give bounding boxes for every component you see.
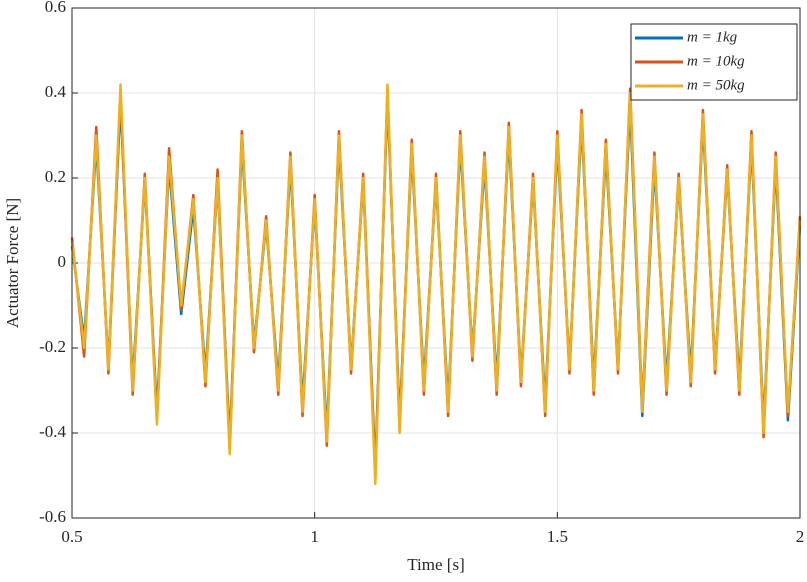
y-tick-label: 0.2 bbox=[45, 167, 66, 186]
legend-label: m = 10kg bbox=[687, 53, 745, 69]
legend-label: m = 50kg bbox=[687, 77, 745, 93]
y-axis-label: Actuator Force [N] bbox=[3, 198, 22, 328]
series-line bbox=[70, 83, 802, 486]
x-axis-label: Time [s] bbox=[407, 555, 464, 574]
y-tick-label: 0 bbox=[58, 252, 67, 271]
x-tick-label: 0.5 bbox=[61, 527, 82, 546]
x-tick-label: 2 bbox=[796, 527, 805, 546]
x-tick-label: 1.5 bbox=[547, 527, 568, 546]
y-tick-label: 0.4 bbox=[45, 82, 67, 101]
axes-box bbox=[71, 7, 801, 519]
y-tick-label: -0.6 bbox=[39, 507, 66, 526]
y-tick-label: -0.4 bbox=[39, 422, 66, 441]
y-tick-label: -0.2 bbox=[39, 337, 66, 356]
y-tick-label: 0.6 bbox=[45, 0, 66, 16]
series-line bbox=[70, 87, 802, 477]
legend-label: m = 1kg bbox=[687, 29, 738, 45]
x-tick-label: 1 bbox=[310, 527, 319, 546]
